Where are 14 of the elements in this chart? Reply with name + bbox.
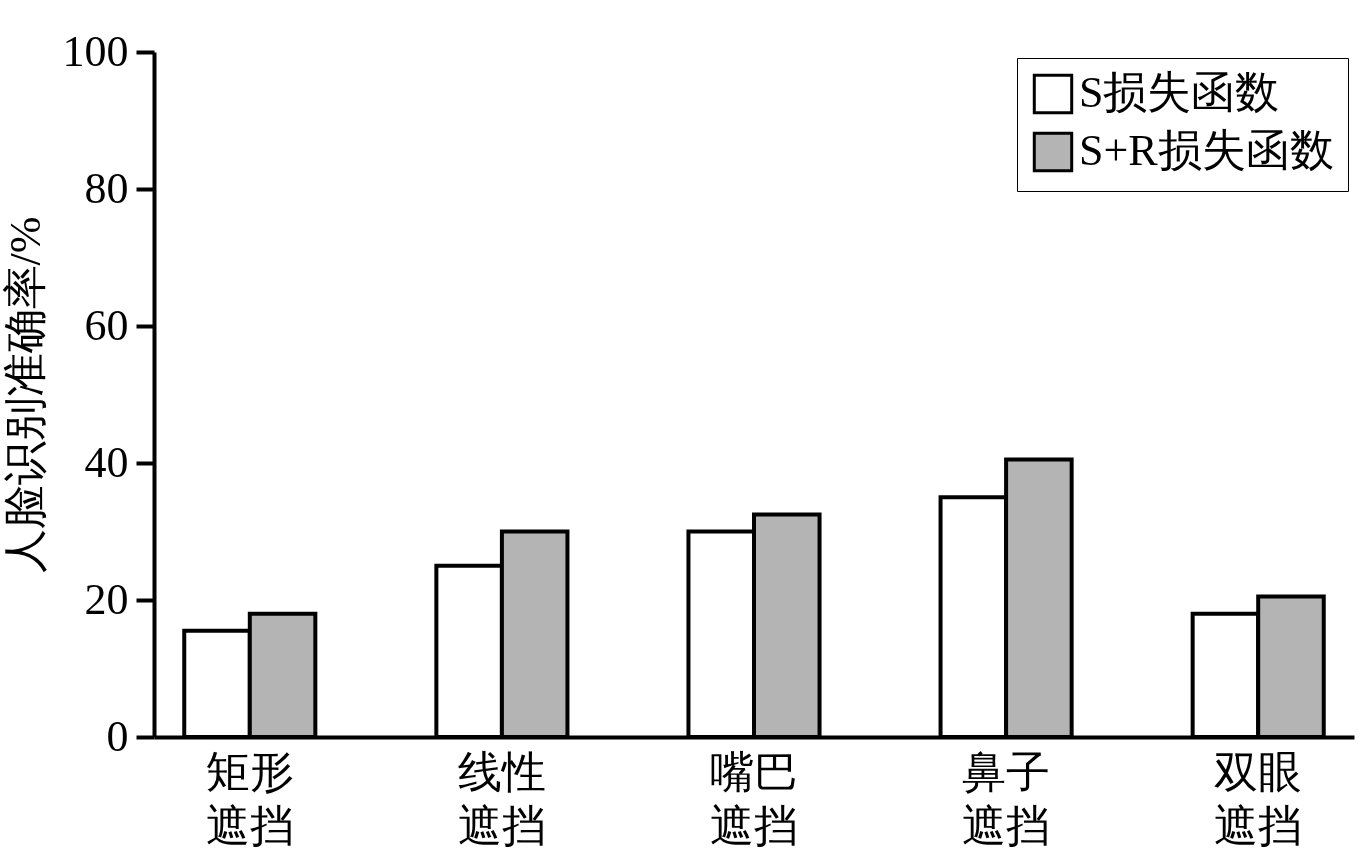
y-tick-label: 60	[84, 300, 129, 350]
x-tick-label: 矩形遮挡	[205, 747, 294, 851]
x-tick-label: 双眼遮挡	[1214, 747, 1303, 851]
x-tick-label: 线性遮挡	[457, 747, 546, 851]
y-tick-label: 80	[84, 163, 129, 213]
legend-label: S+R损失函数	[1079, 126, 1334, 175]
y-tick-label: 40	[84, 437, 129, 487]
y-tick-label: 100	[62, 26, 129, 76]
y-tick-label: 0	[106, 711, 129, 761]
x-tick-label: 鼻子遮挡	[962, 747, 1051, 851]
y-axis-title: 人脸识别准确率/%	[0, 216, 50, 574]
y-tick-label: 20	[84, 574, 129, 624]
legend-label: S损失函数	[1079, 68, 1280, 117]
x-tick-label: 嘴巴遮挡	[710, 747, 798, 851]
